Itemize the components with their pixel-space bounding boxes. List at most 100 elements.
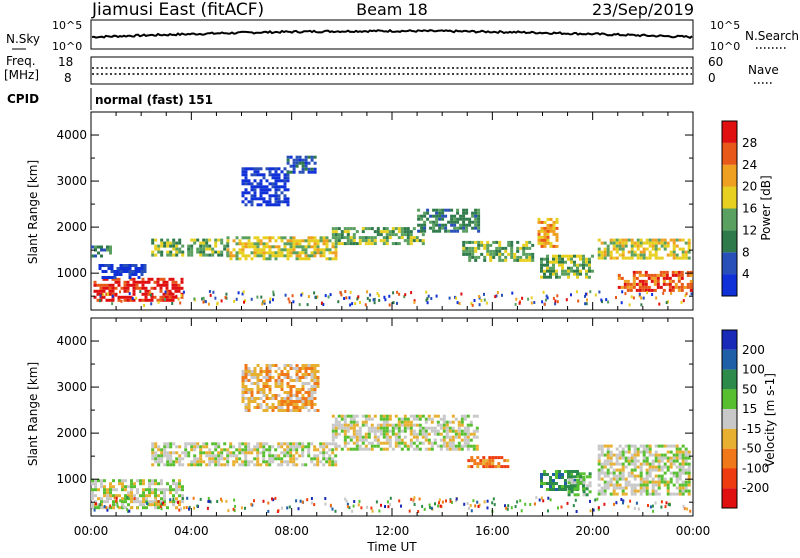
heatmap-cell [184,445,188,449]
heatmap-cell [241,391,245,394]
heatmap-cell [93,280,97,284]
heatmap-cell [669,238,673,242]
heatmap-cell [686,282,690,286]
heatmap-cell [151,241,155,245]
heatmap-cell [600,489,604,493]
heatmap-cell [168,298,172,302]
heatmap-cell [103,485,106,489]
heatmap-cell [576,470,579,473]
heatmap-cell [124,497,127,501]
heatmap-cell [621,492,625,496]
heatmap-cell [241,191,245,195]
heatmap-cell [531,243,535,247]
heatmap-cell [169,451,173,455]
heatmap-cell [642,250,646,254]
heatmap-cell [558,260,561,264]
heatmap-cell [653,282,657,286]
heatmap-cell [396,301,398,305]
heatmap-cell [136,491,139,495]
heatmap-cell [460,292,463,296]
heatmap-cell [289,164,293,168]
heatmap-cell [128,273,132,276]
heatmap-cell [644,270,648,274]
heatmap-cell [277,203,281,207]
heatmap-cell [621,238,625,242]
heatmap-cell [292,248,296,252]
heatmap-cell [615,459,619,463]
heatmap-cell [272,298,274,302]
heatmap-cell [247,406,251,409]
heatmap-cell [510,252,514,256]
heatmap-cell [457,444,461,448]
heatmap-cell [250,448,254,452]
heatmap-cell [277,188,281,192]
heatmap-cell [165,286,169,290]
heatmap-cell [486,249,490,253]
heatmap-cell [233,299,236,303]
heatmap-cell [496,291,499,294]
heatmap-cell [156,283,160,287]
heatmap-cell [485,462,489,466]
heatmap-cell [474,226,478,230]
heatmap-cell [621,447,625,451]
heatmap-cell [471,246,475,250]
heatmap-cell [657,238,661,242]
heatmap-cell [129,277,133,281]
heatmap-cell [455,296,458,300]
heatmap-cell [370,506,373,510]
heatmap-cell [214,454,218,458]
heatmap-cell [310,400,314,403]
heatmap-cell [244,460,248,464]
heatmap-cell [157,454,161,458]
heatmap-cell [457,432,461,436]
heatmap-cell [274,200,278,204]
heatmap-cell [328,463,332,467]
heatmap-cell [561,488,564,491]
heatmap-cell [451,438,455,442]
heatmap-cell [642,241,646,245]
heatmap-cell [227,509,230,513]
heatmap-cell [144,292,148,296]
heatmap-cell [552,244,556,248]
heatmap-cell [190,448,194,452]
heatmap-cell [172,244,176,248]
heatmap-cell [607,300,610,304]
heatmap-cell [268,257,272,261]
heatmap-cell [460,423,464,427]
colorbar-tick-label: 16 [742,202,757,216]
heatmap-cell [546,263,549,267]
velocity-ylabel: Slant Range [km] [26,362,40,466]
heatmap-cell [618,474,622,478]
heatmap-cell [250,200,254,204]
heatmap-cell [466,441,470,445]
heatmap-cell [540,229,544,233]
heatmap-cell [253,185,257,189]
heatmap-cell [394,242,398,246]
heatmap-cell [280,379,284,382]
heatmap-cell [283,194,287,198]
heatmap-cell [340,429,344,433]
heatmap-cell [412,227,416,231]
heatmap-cell [247,239,251,243]
heatmap-cell [638,285,642,289]
heatmap-cell [313,239,317,243]
heatmap-cell [504,258,508,262]
heatmap-cell [235,460,239,464]
heatmap-cell [444,208,448,212]
heatmap-cell [423,507,426,511]
heatmap-cell [301,161,305,165]
heatmap-cell [650,279,654,283]
heatmap-cell [355,414,359,418]
heatmap-cell [307,382,311,385]
heatmap-cell [552,296,555,300]
heatmap-cell [286,385,290,388]
heatmap-cell [567,254,570,258]
heatmap-cell [651,492,655,496]
heatmap-cell [373,444,377,448]
heatmap-cell [684,453,688,457]
heatmap-cell [648,244,652,248]
heatmap-cell [497,465,501,469]
heatmap-cell [131,297,134,300]
heatmap-cell [373,230,377,234]
heatmap-cell [256,295,259,299]
